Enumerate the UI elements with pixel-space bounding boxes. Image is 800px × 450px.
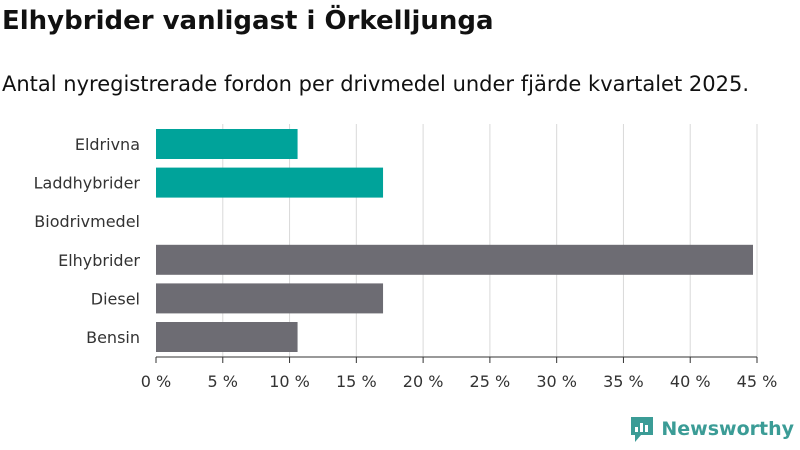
x-tick-label: 0 % bbox=[141, 372, 171, 391]
x-tick-label: 25 % bbox=[470, 372, 511, 391]
x-tick-label: 5 % bbox=[208, 372, 238, 391]
x-tick-label: 35 % bbox=[603, 372, 644, 391]
bar[interactable] bbox=[156, 167, 384, 198]
category-label: Diesel bbox=[91, 289, 140, 308]
axes bbox=[155, 356, 758, 363]
x-tick-label: 30 % bbox=[536, 372, 577, 391]
bars bbox=[156, 129, 753, 352]
newsworthy-logo-text: Newsworthy bbox=[661, 418, 794, 440]
category-label: Biodrivmedel bbox=[34, 212, 140, 231]
grid-lines bbox=[222, 124, 758, 357]
bar[interactable] bbox=[156, 283, 384, 314]
newsworthy-logo-icon bbox=[631, 417, 654, 442]
category-label: Laddhybrider bbox=[34, 174, 141, 193]
category-label: Elhybrider bbox=[58, 251, 140, 270]
chart-title: Elhybrider vanligast i Örkelljunga bbox=[2, 6, 494, 36]
x-tick-label: 40 % bbox=[670, 372, 711, 391]
newsworthy-logo[interactable]: Newsworthy bbox=[629, 414, 794, 444]
category-label: Bensin bbox=[86, 328, 140, 347]
x-tick-label: 45 % bbox=[737, 372, 778, 391]
tick-labels: 0 % 5 % 10 % 15 % 20 % 25 % 30 % 35 % 40 % 45 % bbox=[141, 372, 778, 391]
chart-subtitle: Antal nyregistrerade fordon per drivmede… bbox=[2, 72, 750, 96]
category-labels: Eldrivna Laddhybrider Biodrivmedel Elhybrid… bbox=[34, 135, 141, 347]
bar[interactable] bbox=[156, 244, 753, 275]
bar[interactable] bbox=[156, 129, 298, 159]
x-tick-label: 10 % bbox=[269, 372, 310, 391]
x-tick-label: 20 % bbox=[403, 372, 444, 391]
bar[interactable] bbox=[156, 322, 298, 352]
x-tick-label: 15 % bbox=[336, 372, 377, 391]
category-label: Eldrivna bbox=[75, 135, 140, 154]
